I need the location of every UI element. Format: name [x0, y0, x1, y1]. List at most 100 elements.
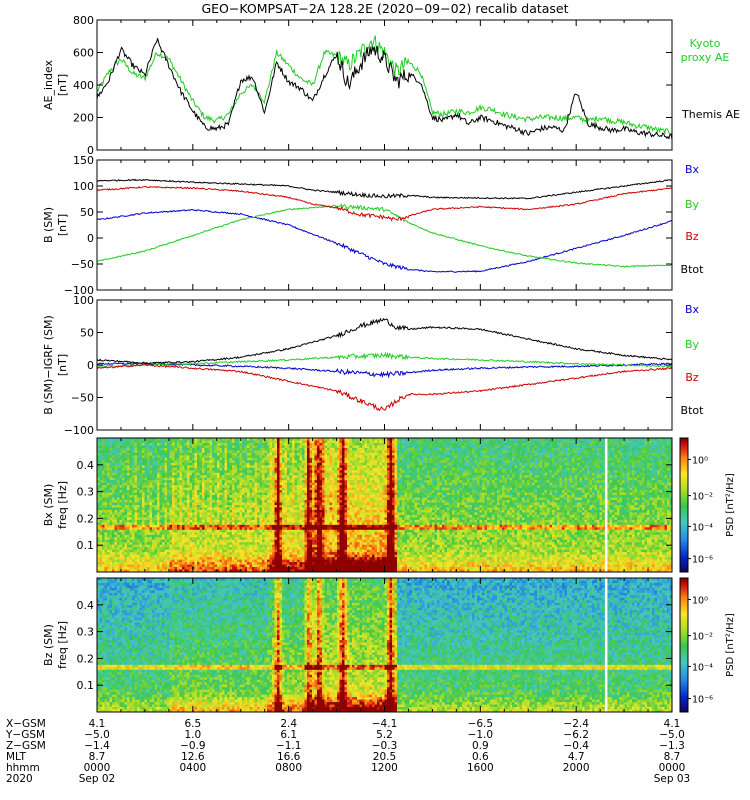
- heatmap-cell: [194, 440, 198, 444]
- heatmap-cell: [202, 492, 205, 496]
- heatmap-cell: [159, 549, 163, 553]
- heatmap-cell: [182, 472, 185, 476]
- heatmap-cell: [304, 534, 308, 538]
- heatmap-cell: [277, 490, 280, 493]
- heatmap-cell: [242, 514, 245, 518]
- heatmap-cell: [312, 567, 315, 570]
- heatmap-cell: [119, 519, 123, 523]
- heatmap-cell: [132, 455, 135, 459]
- heatmap-cell: [224, 445, 228, 449]
- heatmap-cell: [164, 487, 168, 491]
- heatmap-cell: [124, 455, 128, 459]
- heatmap-cell: [214, 569, 218, 573]
- heatmap-cell: [197, 447, 200, 451]
- heatmap-cell: [199, 527, 203, 531]
- heatmap-cell: [194, 547, 198, 551]
- heatmap-cell: [264, 470, 268, 474]
- heatmap-cell: [222, 460, 225, 464]
- heatmap-cell: [304, 529, 308, 533]
- heatmap-cell: [262, 477, 265, 481]
- heatmap-cell: [202, 452, 205, 456]
- heatmap-cell: [139, 482, 143, 486]
- heatmap-cell: [169, 544, 173, 548]
- heatmap-cell: [212, 470, 215, 474]
- heatmap-cell: [309, 524, 313, 528]
- heatmap-cell: [104, 554, 108, 558]
- heatmap-cell: [107, 477, 110, 481]
- heatmap-cell: [192, 564, 195, 568]
- heatmap-cell: [309, 522, 313, 526]
- heatmap-cell: [219, 512, 223, 516]
- heatmap-cell: [267, 529, 270, 533]
- heatmap-cell: [159, 557, 163, 560]
- heatmap-cell: [209, 467, 213, 471]
- heatmap-cell: [257, 537, 260, 541]
- heatmap-cell: [234, 547, 238, 551]
- heatmap-cell: [177, 567, 180, 570]
- heatmap-cell: [247, 492, 250, 496]
- heatmap-cell: [189, 509, 193, 513]
- heatmap-cell: [247, 539, 250, 543]
- heatmap-cell: [242, 497, 245, 501]
- heatmap-cell: [222, 495, 225, 498]
- heatmap-cell: [239, 542, 243, 546]
- heatmap-cell: [297, 544, 300, 548]
- heatmap-cell: [142, 440, 145, 444]
- heatmap-cell: [229, 554, 233, 558]
- heatmap-cell: [274, 438, 278, 441]
- heatmap-cell: [294, 477, 298, 481]
- heatmap-cell: [159, 462, 163, 466]
- heatmap-cell: [147, 567, 150, 570]
- heatmap-cell: [289, 509, 293, 513]
- heatmap-cell: [314, 500, 318, 503]
- heatmap-cell: [249, 529, 253, 533]
- heatmap-cell: [167, 552, 170, 556]
- heatmap-cell: [129, 480, 133, 484]
- heatmap-cell: [182, 529, 185, 533]
- heatmap-cell: [214, 482, 218, 486]
- heatmap-cell: [149, 455, 153, 459]
- heatmap-cell: [242, 487, 245, 491]
- heatmap-cell: [184, 514, 188, 518]
- heatmap-cell: [282, 534, 285, 538]
- heatmap-cell: [307, 457, 310, 461]
- heatmap-cell: [299, 569, 303, 573]
- heatmap-cell: [139, 542, 143, 546]
- heatmap-cell: [232, 457, 235, 461]
- heatmap-cell: [137, 462, 140, 466]
- heatmap-cell: [224, 524, 228, 528]
- heatmap-cell: [242, 475, 245, 479]
- heatmap-cell: [167, 497, 170, 501]
- heatmap-cell: [284, 527, 288, 531]
- heatmap-cell: [289, 539, 293, 543]
- heatmap-cell: [257, 522, 260, 526]
- heatmap-cell: [207, 497, 210, 501]
- heatmap-cell: [147, 492, 150, 496]
- heatmap-cell: [312, 569, 315, 573]
- heatmap-cell: [184, 480, 188, 484]
- heatmap-cell: [132, 487, 135, 491]
- heatmap-cell: [222, 544, 225, 548]
- heatmap-cell: [174, 557, 178, 560]
- heatmap-cell: [194, 482, 198, 486]
- heatmap-cell: [189, 465, 193, 469]
- heatmap-cell: [114, 480, 118, 484]
- heatmap-cell: [302, 490, 305, 493]
- heatmap-cell: [249, 505, 253, 508]
- heatmap-cell: [187, 452, 190, 456]
- heatmap-cell: [139, 547, 143, 551]
- heatmap-cell: [207, 482, 210, 486]
- heatmap-cell: [124, 507, 128, 511]
- heatmap-cell: [209, 445, 213, 449]
- heatmap-cell: [157, 517, 160, 521]
- heatmap-cell: [107, 480, 110, 484]
- heatmap-cell: [287, 490, 290, 493]
- heatmap-cell: [159, 460, 163, 464]
- heatmap-cell: [102, 492, 105, 496]
- heatmap-cell: [119, 480, 123, 484]
- heatmap-cell: [164, 452, 168, 456]
- heatmap-cell: [244, 507, 248, 511]
- heatmap-cell: [182, 534, 185, 538]
- heatmap-cell: [249, 534, 253, 538]
- heatmap-cell: [212, 507, 215, 511]
